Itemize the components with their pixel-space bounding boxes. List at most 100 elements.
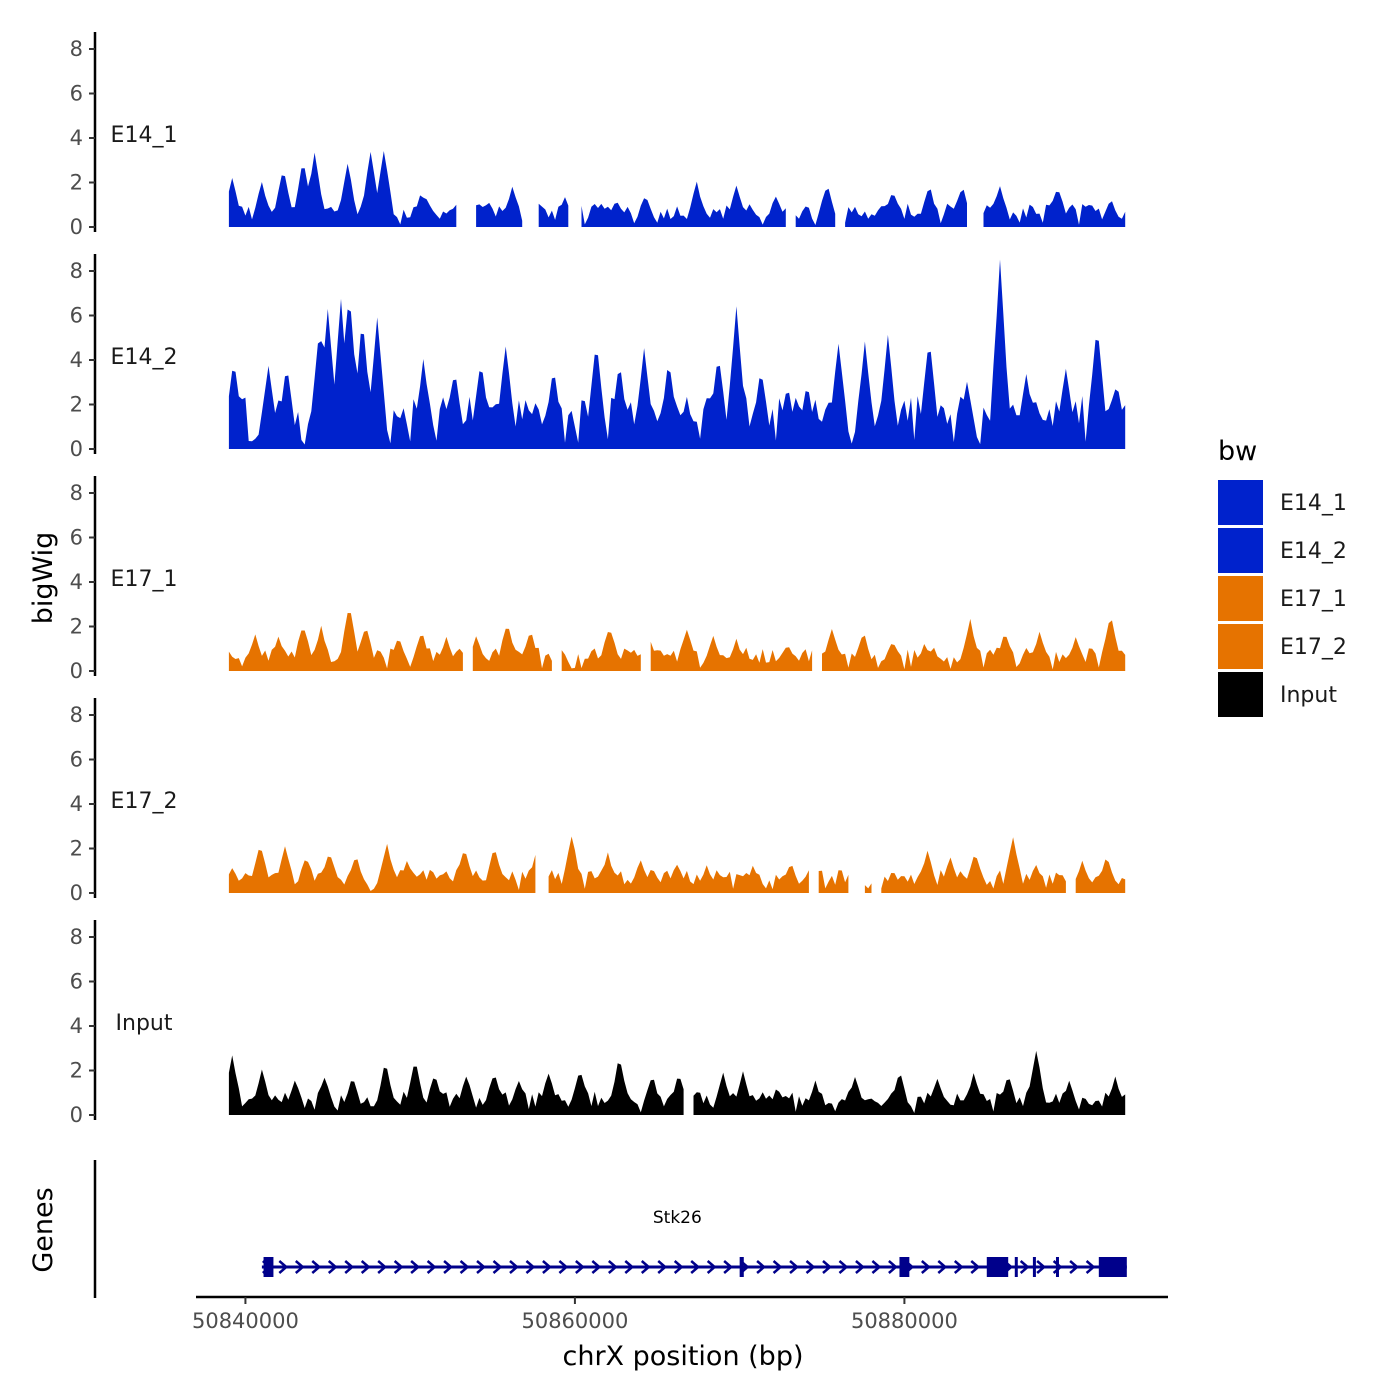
track-label-E17_1: E17_1 xyxy=(111,567,178,592)
y-tick-label: 4 xyxy=(70,570,83,594)
coverage-area-E14_1 xyxy=(983,186,1126,227)
coverage-area-E17_2 xyxy=(1075,859,1126,893)
strand-arrow xyxy=(1069,1260,1080,1274)
strand-arrow xyxy=(591,1260,602,1274)
y-tick-label: 8 xyxy=(70,703,83,727)
x-tick-label: 50880000 xyxy=(851,1309,958,1333)
y-axis-title: bigWig xyxy=(28,532,59,625)
gene-exon xyxy=(1032,1257,1036,1277)
strand-arrow xyxy=(410,1260,421,1274)
y-tick-label: 6 xyxy=(70,526,83,550)
strand-arrow xyxy=(558,1260,569,1274)
coverage-area-Input xyxy=(228,1055,684,1115)
track-label-E14_1: E14_1 xyxy=(111,123,178,148)
strand-arrow xyxy=(822,1260,832,1274)
strand-arrow xyxy=(1019,1260,1030,1274)
coverage-area-E17_2 xyxy=(548,836,809,893)
strand-arrow xyxy=(953,1260,964,1274)
track-E17_1: 0 2 4 6 8 E17_1 xyxy=(70,476,1126,683)
strand-arrow xyxy=(937,1260,948,1274)
y-tick-label: 2 xyxy=(70,837,83,861)
legend: bw E14_1 E14_2 E17_1 E17_2 Input xyxy=(1218,436,1347,717)
y-tick-label: 2 xyxy=(70,393,83,417)
strand-arrow xyxy=(360,1260,371,1274)
y-tick-label: 4 xyxy=(70,1014,83,1038)
strand-arrow xyxy=(756,1260,766,1274)
strand-arrow xyxy=(706,1260,717,1274)
strand-arrow xyxy=(805,1260,816,1274)
y-tick-label: 0 xyxy=(70,659,83,683)
gene-exon xyxy=(263,1257,274,1277)
strand-arrow xyxy=(575,1260,585,1274)
track-Input: 0 2 4 6 8 Input xyxy=(70,920,1126,1127)
y-tick-label: 0 xyxy=(70,881,83,905)
strand-arrow xyxy=(344,1260,355,1274)
strand-arrow xyxy=(723,1260,734,1274)
coverage-area-E17_1 xyxy=(822,618,1126,671)
strand-arrow xyxy=(1052,1260,1063,1274)
y-tick-label: 8 xyxy=(70,481,83,505)
legend-key-E14_2 xyxy=(1218,528,1263,573)
y-tick-label: 6 xyxy=(70,748,83,772)
coverage-area-E14_1 xyxy=(581,181,786,227)
coverage-area-E14_2 xyxy=(228,259,1126,449)
gene-track-title: Genes xyxy=(28,1187,59,1272)
coverage-area-E14_1 xyxy=(228,151,457,227)
coverage-area-E14_1 xyxy=(476,186,523,227)
track-E14_1: 0 2 4 6 8 E14_1 xyxy=(70,32,1126,239)
coverage-area-E14_1 xyxy=(538,197,569,227)
legend-label-E14_2: E14_2 xyxy=(1280,539,1347,564)
strand-arrow xyxy=(311,1260,322,1274)
x-tick-label: 50860000 xyxy=(521,1309,628,1333)
legend-label-E14_1: E14_1 xyxy=(1280,491,1347,516)
coverage-area-E17_1 xyxy=(561,632,641,671)
coverage-area-E17_2 xyxy=(818,870,849,893)
strand-arrow xyxy=(657,1260,668,1274)
coverage-tracks: 0 2 4 6 8 E14_1 0 2 4 6 8 E14_2 0 2 4 6 8 E17_1 0 2 4 6 8 E17_2… xyxy=(70,32,1126,1127)
strand-arrow xyxy=(459,1260,470,1274)
strand-arrow xyxy=(1085,1260,1096,1274)
gene-exon xyxy=(739,1257,744,1277)
legend-title: bw xyxy=(1218,436,1257,467)
strand-arrow xyxy=(542,1260,552,1274)
y-tick-label: 2 xyxy=(70,1059,83,1083)
coverage-area-E17_2 xyxy=(864,883,872,893)
legend-key-Input xyxy=(1218,672,1263,717)
track-E14_2: 0 2 4 6 8 E14_2 xyxy=(70,254,1126,461)
x-axis-title: chrX position (bp) xyxy=(562,1341,803,1372)
coverage-area-E17_1 xyxy=(228,613,463,671)
strand-arrow xyxy=(690,1260,701,1274)
strand-arrow xyxy=(327,1260,338,1274)
strand-arrow xyxy=(1036,1260,1047,1274)
track-label-E14_2: E14_2 xyxy=(111,345,178,370)
gene-exon xyxy=(986,1257,1009,1277)
gene-exon xyxy=(1098,1257,1127,1277)
y-tick-label: 6 xyxy=(70,304,83,328)
coverage-area-E17_1 xyxy=(472,628,552,671)
y-tick-label: 2 xyxy=(70,171,83,195)
strand-arrow xyxy=(607,1260,618,1274)
coverage-area-E17_2 xyxy=(881,837,1066,893)
coverage-area-E14_1 xyxy=(845,189,967,227)
y-tick-label: 4 xyxy=(70,126,83,150)
legend-label-E17_2: E17_2 xyxy=(1280,635,1347,660)
y-tick-label: 8 xyxy=(70,37,83,61)
strand-arrow xyxy=(294,1260,305,1274)
coverage-area-E17_1 xyxy=(650,629,813,671)
strand-arrow xyxy=(855,1260,865,1274)
strand-arrow xyxy=(492,1260,503,1274)
x-axis: 50840000 50860000 50880000 xyxy=(192,1295,1168,1333)
y-tick-label: 6 xyxy=(70,970,83,994)
track-label-Input: Input xyxy=(116,1011,173,1036)
legend-key-E14_1 xyxy=(1218,480,1263,525)
y-tick-label: 8 xyxy=(70,925,83,949)
y-tick-label: 0 xyxy=(70,437,83,461)
strand-arrow xyxy=(443,1260,453,1274)
strand-arrow xyxy=(888,1260,898,1274)
coverage-area-E14_1 xyxy=(795,188,836,227)
gene-label: Stk26 xyxy=(653,1208,702,1228)
strand-arrow xyxy=(393,1260,404,1274)
gene-exon xyxy=(1055,1257,1059,1277)
track-label-E17_2: E17_2 xyxy=(111,789,178,814)
